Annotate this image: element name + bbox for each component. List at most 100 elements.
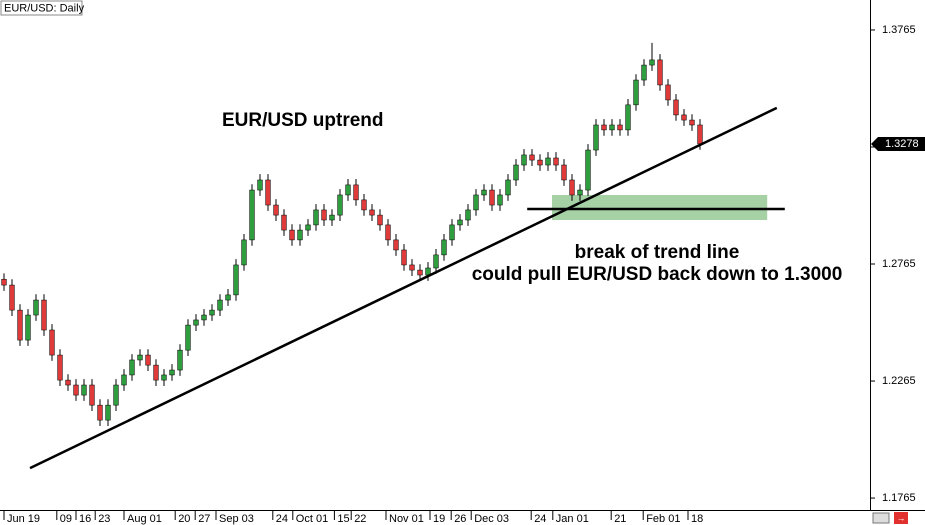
candle-body: [161, 374, 167, 381]
candle-body: [41, 299, 47, 331]
candle-body: [105, 404, 111, 421]
candle-body: [321, 209, 327, 221]
candle-body: [329, 214, 335, 221]
candle-body: [169, 369, 175, 376]
candle-body: [57, 354, 63, 381]
candle-body: [129, 359, 135, 376]
candle-body: [209, 309, 215, 316]
candle-body: [201, 314, 207, 321]
candle-body: [121, 374, 127, 386]
annotation: break of trend line: [575, 242, 740, 263]
y-tick-label: 1.3765: [882, 24, 916, 36]
candle-body: [561, 164, 567, 181]
annotation: EUR/USD uptrend: [222, 110, 384, 131]
x-tick-label: 20: [178, 513, 190, 525]
candle-body: [233, 264, 239, 296]
candle-body: [225, 294, 231, 301]
candle-body: [505, 179, 511, 196]
candle-body: [465, 209, 471, 221]
candle-body: [585, 149, 591, 191]
candle-body: [137, 354, 143, 361]
candle-body: [25, 314, 31, 341]
candle-body: [657, 59, 663, 86]
x-tick-label: Jan 01: [556, 513, 589, 525]
candle-body: [529, 154, 535, 161]
candle-body: [297, 229, 303, 241]
candle-body: [9, 284, 15, 311]
x-tick-label: 15: [337, 513, 349, 525]
x-tick-label: Oct 01: [296, 513, 328, 525]
x-tick-label: 09: [60, 513, 72, 525]
candle-body: [673, 99, 679, 116]
x-tick-label: Aug 01: [127, 513, 162, 525]
x-tick-label: 22: [354, 513, 366, 525]
trend-line: [29, 106, 778, 470]
zone: [552, 194, 768, 221]
x-tick-label: 18: [691, 513, 703, 525]
candle-body: [177, 349, 183, 371]
annotation: could pull EUR/USD back down to 1.3000: [472, 264, 843, 285]
title-box: [0, 0, 83, 16]
candle-body: [409, 264, 415, 271]
candle-body: [113, 384, 119, 406]
candle-body: [521, 154, 527, 166]
candle-body: [545, 157, 551, 166]
x-tick-label: 16: [79, 513, 91, 525]
candle-body: [193, 319, 199, 326]
candle-body: [617, 124, 623, 131]
candle-body: [185, 324, 191, 351]
candle-body: [457, 219, 463, 226]
x-tick-label: 21: [614, 513, 626, 525]
x-tick-label: 19: [433, 513, 445, 525]
candle-body: [65, 379, 71, 386]
candle-body: [17, 309, 23, 341]
candle-body: [361, 199, 367, 211]
candle-body: [553, 157, 559, 166]
candle-body: [633, 79, 639, 106]
candle-body: [153, 364, 159, 381]
x-tick-label: Nov 01: [389, 513, 424, 525]
candle-body: [257, 179, 263, 191]
candle-body: [689, 119, 695, 126]
candle-body: [665, 84, 671, 101]
scroll-icon[interactable]: [872, 512, 890, 524]
candle-body: [433, 254, 439, 269]
candle-body: [441, 239, 447, 256]
y-tick-label: 1.1765: [882, 492, 916, 504]
candle-body: [73, 384, 79, 396]
x-tick-label: 26: [454, 513, 466, 525]
candle-body: [513, 164, 519, 181]
candle-body: [649, 59, 655, 66]
candle-body: [281, 214, 287, 231]
x-tick-label: 24: [276, 513, 288, 525]
candle-body: [49, 329, 55, 356]
candle-body: [265, 179, 271, 206]
x-tick-label: Dec 03: [474, 513, 509, 525]
candle-body: [313, 209, 319, 226]
candle-body: [337, 194, 343, 216]
close-icon[interactable]: [894, 512, 908, 524]
candle-body: [601, 124, 607, 131]
candle-body: [241, 239, 247, 266]
candle-body: [473, 194, 479, 211]
candle-body: [369, 209, 375, 216]
candle-body: [641, 64, 647, 81]
x-tick-label: Sep 03: [219, 513, 254, 525]
candle-body: [697, 124, 703, 145]
candle-body: [1, 278, 7, 286]
candle-body: [417, 269, 423, 276]
candle-body: [145, 354, 151, 366]
candle-body: [377, 214, 383, 226]
x-tick-label: Feb 01: [646, 513, 680, 525]
candle-body: [481, 189, 487, 196]
candle-body: [625, 104, 631, 131]
x-tick-label: 24: [534, 513, 546, 525]
candle-body: [353, 184, 359, 201]
candle-body: [393, 239, 399, 251]
candle-body: [345, 184, 351, 196]
candle-body: [89, 384, 95, 406]
candle-body: [449, 224, 455, 241]
price-marker: [871, 136, 925, 151]
